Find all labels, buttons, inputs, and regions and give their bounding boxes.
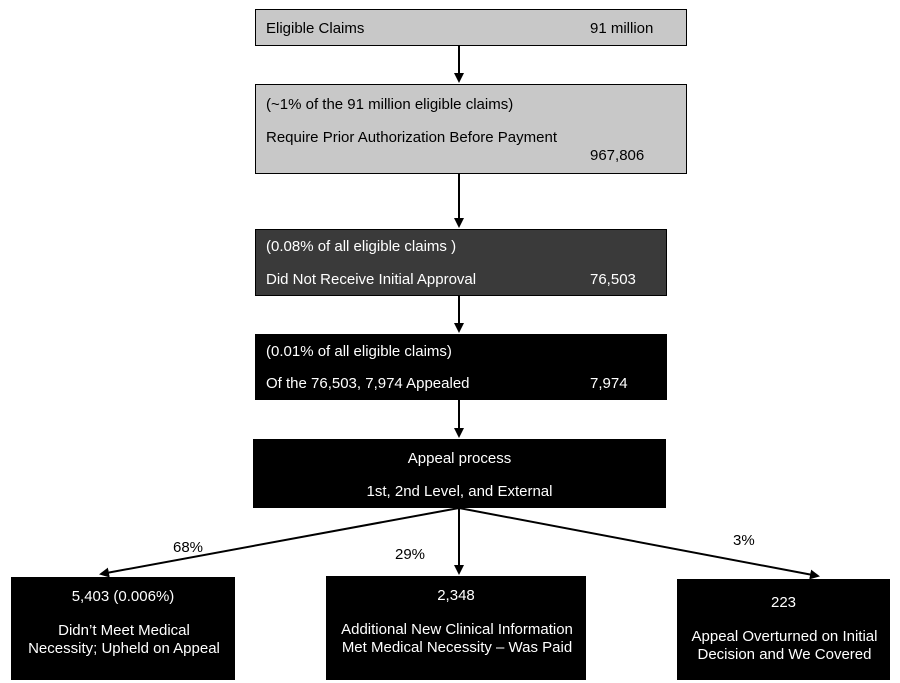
outcome-paid-count: 2,348 [327,587,585,605]
outcome-overturned-description: Appeal Overturned on Initial Decision an… [686,628,883,664]
outcome-upheld-description: Didn’t Meet Medical Necessity; Upheld on… [24,622,224,658]
appeal-process-box: Appeal process 1st, 2nd Level, and Exter… [253,439,666,508]
prior-authorization-value: 967,806 [590,147,644,165]
arrow-to-outcome-overturned [459,508,818,576]
no-initial-approval-label: Did Not Receive Initial Approval [266,271,476,289]
no-initial-approval-box: (0.08% of all eligible claims ) Did Not … [255,229,667,296]
outcome-upheld-percent: 68% [173,539,203,556]
appealed-label: Of the 76,503, 7,974 Appealed [266,375,470,393]
eligible-claims-value: 91 million [590,20,653,38]
appeal-process-title: Appeal process [254,450,665,468]
prior-authorization-box: (~1% of the 91 million eligible claims) … [255,84,687,174]
appealed-box: (0.01% of all eligible claims) Of the 76… [255,334,667,400]
outcome-paid-box: 2,348 Additional New Clinical Informatio… [326,576,586,680]
outcome-upheld-count: 5,403 (0.006%) [12,588,234,606]
outcome-overturned-box: 223 Appeal Overturned on Initial Decisio… [677,579,890,680]
outcome-overturned-percent: 3% [733,532,755,549]
appealed-value: 7,974 [590,375,628,393]
appealed-note: (0.01% of all eligible claims) [266,343,452,361]
outcome-overturned-count: 223 [678,594,889,612]
eligible-claims-label: Eligible Claims [266,20,364,38]
eligible-claims-box: Eligible Claims 91 million [255,9,687,46]
outcome-paid-description: Additional New Clinical Information Met … [341,621,573,657]
no-initial-approval-note: (0.08% of all eligible claims ) [266,238,456,256]
arrow-to-outcome-upheld [101,508,459,574]
appeal-process-levels: 1st, 2nd Level, and External [254,483,665,501]
prior-authorization-note: (~1% of the 91 million eligible claims) [266,96,513,114]
outcome-paid-percent: 29% [395,546,425,563]
prior-authorization-label: Require Prior Authorization Before Payme… [266,129,566,147]
no-initial-approval-value: 76,503 [590,271,636,289]
outcome-upheld-box: 5,403 (0.006%) Didn’t Meet Medical Neces… [11,577,235,680]
